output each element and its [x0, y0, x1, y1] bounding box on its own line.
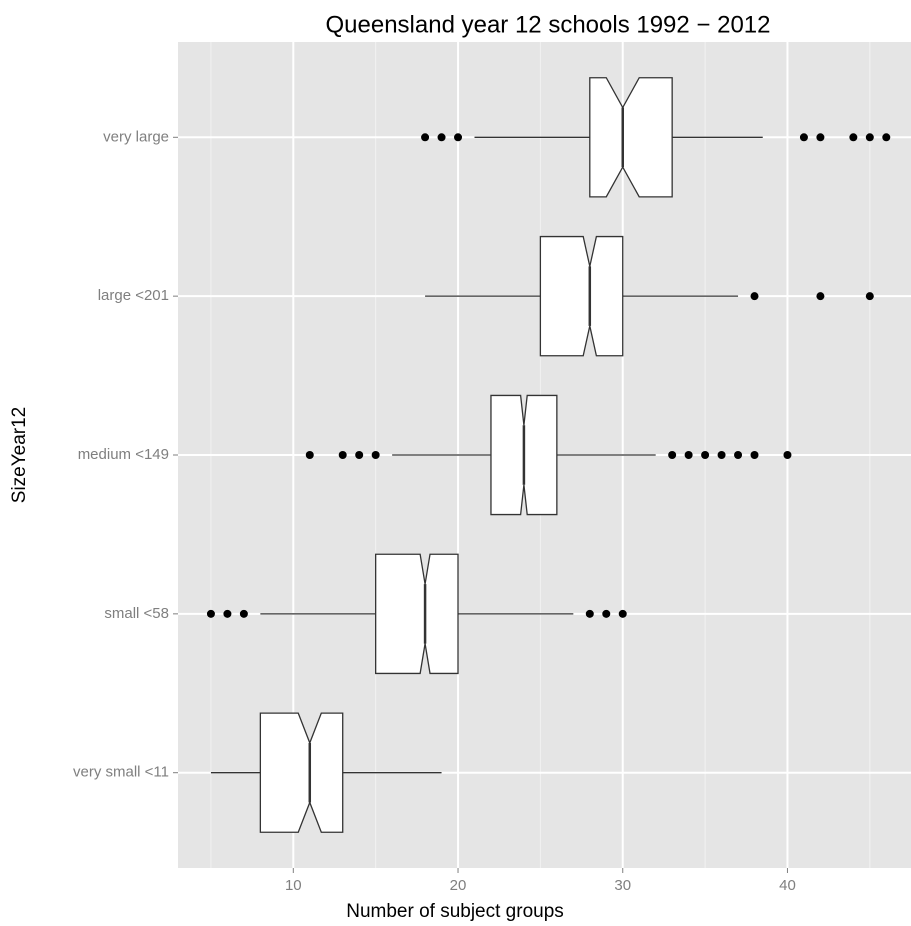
- x-tick-label: 40: [779, 877, 796, 894]
- outlier: [849, 133, 858, 142]
- outlier: [750, 451, 759, 459]
- outlier: [783, 451, 792, 459]
- box: [589, 77, 673, 198]
- outlier: [371, 451, 380, 459]
- y-tick-label: very small <11: [73, 764, 169, 781]
- outlier: [734, 451, 743, 459]
- x-axis-label: Number of subject groups: [346, 901, 564, 922]
- y-tick-label: medium <149: [78, 446, 169, 463]
- outlier: [865, 292, 874, 301]
- x-tick-label: 20: [450, 877, 467, 894]
- chart-title: Queensland year 12 schools 1992 − 2012: [326, 11, 771, 38]
- y-tick-label: large <201: [98, 287, 169, 304]
- outlier: [585, 609, 594, 618]
- outlier: [799, 133, 808, 142]
- outlier: [421, 133, 430, 142]
- x-tick-label: 30: [614, 877, 631, 894]
- box: [375, 553, 459, 675]
- outlier: [865, 133, 874, 142]
- outlier: [355, 451, 364, 459]
- outlier: [454, 133, 463, 142]
- outlier: [239, 609, 248, 618]
- outlier: [223, 609, 232, 618]
- box: [539, 235, 624, 357]
- x-tick-label: 10: [285, 877, 302, 894]
- outlier: [717, 451, 726, 459]
- outlier: [816, 292, 825, 301]
- outlier: [206, 609, 215, 618]
- outlier: [437, 133, 446, 142]
- outlier: [668, 451, 677, 459]
- outlier: [816, 133, 825, 142]
- outlier: [602, 609, 611, 618]
- box: [259, 712, 344, 833]
- outlier: [882, 133, 891, 142]
- outlier: [338, 451, 347, 459]
- outlier: [701, 451, 710, 459]
- y-axis-label: SizeYear12: [9, 407, 30, 503]
- outlier: [618, 609, 627, 618]
- outlier: [684, 451, 693, 459]
- outlier: [750, 292, 759, 301]
- y-tick-label: very large: [103, 128, 169, 145]
- outlier: [305, 451, 314, 459]
- y-tick-label: small <58: [104, 605, 169, 622]
